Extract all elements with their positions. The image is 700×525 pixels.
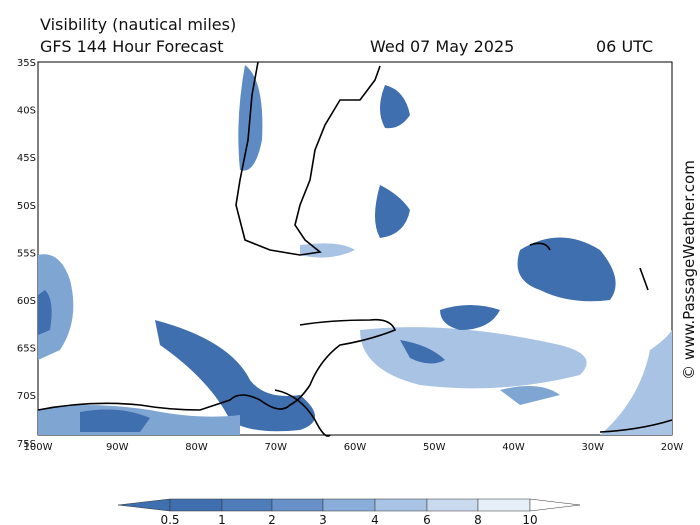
lat-label: 60S (17, 296, 36, 307)
colorbar-label: 8 (474, 513, 482, 525)
colorbar-label: 10 (522, 513, 537, 525)
lon-label: 20W (661, 442, 684, 453)
lat-label: 55S (17, 248, 36, 259)
lon-label: 30W (581, 442, 604, 453)
lon-labels: 100W 90W 80W 70W 60W 50W 40W 30W 20W (24, 442, 684, 453)
subtitle: GFS 144 Hour Forecast (40, 37, 224, 56)
lon-label: 40W (502, 442, 525, 453)
map: 35S 40S 45S 50S 55S 60S 65S 70S 75S 100W 90W 80W 70… (17, 58, 683, 453)
lon-label: 90W (106, 442, 129, 453)
lat-label: 45S (17, 153, 36, 164)
colorbar-label: 0.5 (160, 513, 179, 525)
time: 06 UTC (596, 37, 653, 56)
title: Visibility (nautical miles) (40, 15, 236, 34)
header: Visibility (nautical miles) GFS 144 Hour… (40, 15, 653, 56)
colorbar-label: 1 (218, 513, 226, 525)
colorbar-label: 6 (423, 513, 431, 525)
lat-label: 70S (17, 391, 36, 402)
coastlines (37, 61, 673, 437)
visibility-field (38, 65, 672, 435)
colorbar-label: 3 (319, 513, 327, 525)
lat-label: 65S (17, 344, 36, 355)
lon-label: 100W (24, 442, 53, 453)
watermark: © www.PassageWeather.com (680, 160, 698, 380)
colorbar: 0.5 1 2 3 4 6 8 10 (117, 498, 581, 525)
lat-labels: 35S 40S 45S 50S 55S 60S 65S 70S 75S (17, 58, 36, 450)
lon-label: 80W (185, 442, 208, 453)
lon-label: 70W (264, 442, 287, 453)
lon-label: 50W (423, 442, 446, 453)
lon-label: 60W (344, 442, 367, 453)
lat-label: 50S (17, 201, 36, 212)
lat-label: 40S (17, 106, 36, 117)
date: Wed 07 May 2025 (370, 37, 514, 56)
lat-label: 35S (17, 58, 36, 69)
lat-label: 75S (17, 439, 36, 450)
colorbar-label: 2 (268, 513, 276, 525)
colorbar-label: 4 (371, 513, 379, 525)
